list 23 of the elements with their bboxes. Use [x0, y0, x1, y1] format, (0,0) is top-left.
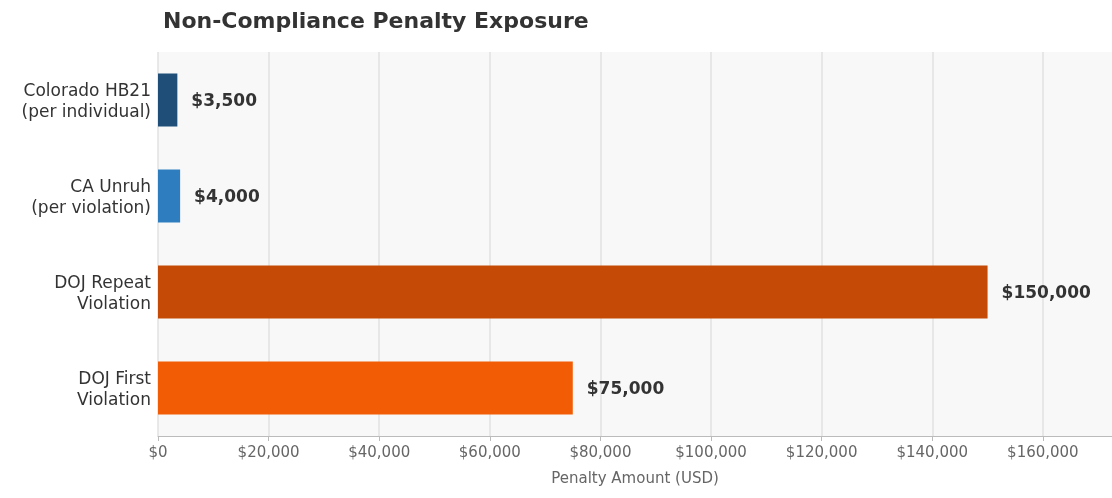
data-label: $4,000: [194, 186, 260, 206]
data-label: $150,000: [1001, 282, 1091, 302]
chart-title: Non-Compliance Penalty Exposure: [163, 7, 589, 33]
bar: [158, 169, 181, 223]
x-tick-label: $0: [148, 442, 168, 461]
bar: [158, 265, 988, 319]
bar: [158, 73, 178, 127]
y-tick-label: CA Unruh (per violation): [31, 175, 151, 217]
x-axis-title: Penalty Amount (USD): [551, 468, 719, 487]
x-tick-label: $80,000: [569, 442, 632, 461]
data-label: $3,500: [191, 90, 258, 110]
x-tick-label: $100,000: [675, 442, 747, 461]
x-tick-label: $40,000: [348, 442, 411, 461]
x-tick-label: $120,000: [785, 442, 858, 461]
y-tick-label: Colorado HB21 (per individual): [21, 79, 151, 121]
x-tick-label: $20,000: [237, 442, 300, 461]
data-label: $75,000: [586, 378, 665, 398]
x-tick-label: $160,000: [1007, 442, 1079, 461]
x-tick-label: $60,000: [458, 442, 521, 461]
bar: [158, 361, 573, 415]
x-tick-label: $140,000: [896, 442, 969, 461]
y-tick-label: DOJ First Violation: [76, 367, 152, 409]
y-tick-label: DOJ Repeat Violation: [54, 271, 152, 313]
